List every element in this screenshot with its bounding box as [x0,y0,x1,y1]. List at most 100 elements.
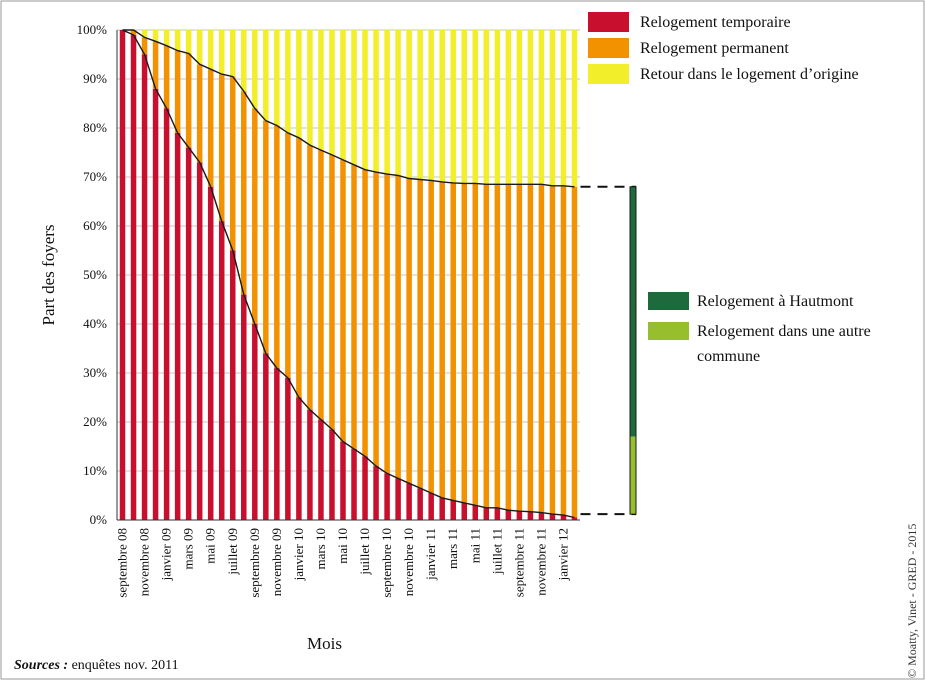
bar-segment-retour [218,30,225,75]
bar-segment-retour [196,30,203,65]
secondary-legend-label-line2: commune [697,348,760,365]
bar-segment-temporaire [218,221,225,520]
y-axis-title: Part des foyers [39,224,58,325]
x-tick-label: mars 11 [445,528,460,569]
bar-segment-permanent [229,76,236,251]
bar-segment-temporaire [505,510,512,520]
bar-segment-retour [417,30,423,180]
bar-segment-permanent [483,184,490,508]
bar-segment-retour [351,30,357,165]
bar-segment-retour [395,30,401,176]
y-tick-label: 100% [77,22,108,37]
bracket-segment [630,186,636,437]
bar-segment-permanent [362,169,368,457]
x-tick-label: septembre 11 [511,528,526,597]
bar-segment-temporaire [549,514,556,520]
bar-segment-retour [428,30,434,181]
bar-segment-permanent [549,185,556,515]
bar-segment-retour [483,30,490,185]
bar-segment-permanent [538,184,545,513]
bar-segment-permanent [560,185,567,516]
bar-segment-permanent [351,164,357,449]
x-axis-title: Mois [307,634,342,653]
bar-segment-permanent [439,181,445,498]
bar-segment-retour [307,30,313,146]
x-tick-label: septembre 09 [247,528,262,598]
bar-segment-temporaire [527,511,534,520]
bar-segment-retour [527,30,534,185]
bar-segment-temporaire [571,517,578,520]
secondary-legend-swatch [648,322,689,340]
bar-segment-permanent [384,174,390,474]
bar-segment-permanent [252,108,258,325]
bar-segment-permanent [472,183,479,506]
bar-segment-permanent [241,91,247,295]
x-tick-label: novembre 09 [269,528,284,596]
bar-segment-permanent [130,30,137,35]
bar-segment-temporaire [439,497,445,520]
bar-segment-temporaire [417,488,423,520]
bar-segment-retour [296,30,302,138]
x-tick-label: novembre 08 [137,528,152,596]
boundary-line-permanent [122,29,575,188]
bar-segment-retour [263,30,269,121]
y-tick-label: 30% [83,365,107,380]
sources-text: enquêtes nov. 2011 [68,658,179,673]
bar-segment-temporaire [119,30,126,520]
y-tick-label: 90% [83,71,107,86]
bar-segment-temporaire [174,132,181,520]
bar-segment-retour [560,30,567,186]
bar-segment-retour [362,30,368,170]
bar-segment-retour [152,30,159,42]
bar-segment-permanent [340,159,346,442]
x-tick-label: juillet 10 [357,528,372,576]
sources-note: Sources : enquêtes nov. 2011 [14,658,179,674]
bar-segment-temporaire [163,108,170,521]
x-tick-label: janvier 09 [159,528,174,581]
bar-segment-permanent [307,145,313,410]
bar-segment-temporaire [185,147,192,520]
bar-segment-temporaire [384,473,390,520]
bar-segment-permanent [285,132,291,378]
x-tick-label: juillet 09 [225,528,240,576]
bar-segment-retour [229,30,236,77]
bar-segment-temporaire [307,409,313,520]
bar-segment-retour [241,30,247,92]
bar-segment-retour [538,30,545,185]
bar-segment-permanent [318,150,324,420]
bar-segment-retour [285,30,291,133]
x-tick-label: mars 09 [181,528,196,570]
legend-swatch [588,38,629,58]
bar-segment-temporaire [560,515,567,520]
bar-segment-retour [185,30,192,54]
x-tick-label: janvier 11 [423,528,438,581]
bar-segment-retour [318,30,324,151]
sources-label: Sources : [14,658,69,673]
bar-segment-temporaire [395,478,401,520]
bar-segment-permanent [505,184,512,511]
bar-segment-temporaire [152,88,159,521]
bar-segment-temporaire [252,324,258,520]
bar-segment-permanent [141,37,148,55]
x-tick-label: janvier 10 [291,528,306,581]
bar-segment-temporaire [450,500,456,520]
bar-segment-temporaire [373,466,379,520]
bar-segment-permanent [274,125,280,369]
bar-segment-retour [207,30,214,70]
x-tick-label: mars 10 [313,528,328,570]
y-tick-label: 70% [83,169,107,184]
bar-segment-temporaire [141,54,148,520]
bar-segment-permanent [185,53,192,148]
legend-label: Retour dans le logement d’origine [640,66,859,83]
bar-segment-permanent [527,184,534,512]
x-tick-label: novembre 11 [533,528,548,596]
bar-segment-permanent [218,74,225,222]
bar-segment-temporaire [285,377,291,520]
bar-segment-retour [461,30,468,184]
x-tick-label: mai 11 [467,528,482,563]
legend-swatch [588,64,629,84]
y-tick-label: 50% [83,267,107,282]
secondary-legend-label: Relogement dans une autre [697,323,871,340]
bar-segment-retour [174,30,181,51]
